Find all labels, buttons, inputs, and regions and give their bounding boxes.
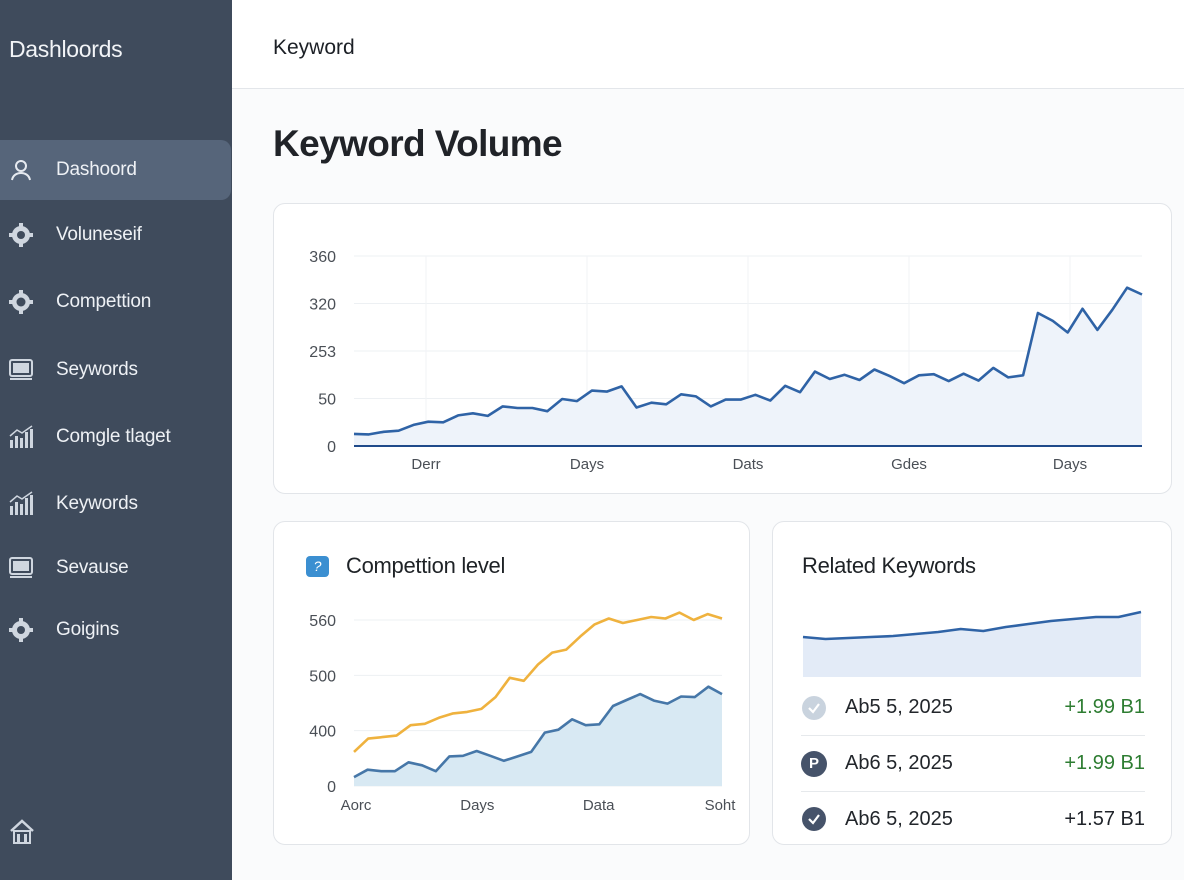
related-keywords-card: Related Keywords Ab5 5, 2025 +1.99 B1 P …: [772, 521, 1172, 845]
sidebar-item-label: Compettion: [56, 291, 152, 312]
keyword-change: +1.99 B1: [1064, 696, 1145, 718]
home-icon[interactable]: [8, 818, 36, 846]
series-line: [353, 611, 723, 753]
series-line: [353, 286, 1143, 436]
y-tick-label: 0: [327, 439, 336, 456]
series-area: [803, 612, 1141, 677]
sidebar-item-label: Dashoord: [56, 159, 137, 180]
user-icon: [8, 157, 34, 183]
top-bar: Keyword: [232, 0, 1184, 89]
x-tick-label: Data: [583, 797, 615, 814]
bar-chart-icon: [8, 424, 34, 450]
sidebar-item-goigins[interactable]: Goigins: [0, 600, 231, 660]
gear-icon: [8, 617, 34, 643]
competition-level-card: ? Compettion level 0 400 500 560 Aorc Days Dat…: [273, 521, 750, 845]
sidebar-item-label: Voluneseif: [56, 224, 142, 245]
competition-title: Compettion level: [346, 553, 506, 578]
keyword-volume-card: 0 50 253 320 360 Derr Days Dats Gdes Days: [273, 203, 1172, 494]
x-tick-label: Derr: [411, 456, 440, 473]
series-area: [354, 686, 722, 786]
check-icon: [801, 806, 827, 832]
related-keywords-sparkline: [802, 610, 1142, 677]
sidebar-item-volume[interactable]: Voluneseif: [0, 205, 231, 265]
sidebar: Dashloords Dashoord Voluneseif Compettio…: [0, 0, 232, 880]
keyword-change: +1.57 B1: [1064, 807, 1145, 830]
header-title: Keyword: [273, 36, 355, 59]
y-tick-label: 360: [309, 249, 336, 266]
y-tick-label: 0: [327, 779, 336, 796]
y-tick-label: 253: [309, 344, 336, 361]
x-tick-label: Days: [1053, 456, 1087, 473]
sidebar-item-label: Keywords: [56, 493, 138, 514]
sidebar-item-sevause[interactable]: Sevause: [0, 538, 231, 598]
keyword-date: Ab6 5, 2025: [845, 807, 953, 830]
sidebar-item-competition[interactable]: Compettion: [0, 272, 231, 332]
list-item[interactable]: Ab5 5, 2025 +1.99 B1: [801, 680, 1145, 736]
x-tick-label: Aorc: [341, 797, 372, 814]
keyword-date: Ab5 5, 2025: [845, 696, 953, 718]
y-tick-label: 500: [309, 668, 336, 685]
gear-icon: [8, 289, 34, 315]
p-badge-icon: P: [801, 750, 827, 777]
sidebar-item-keywords[interactable]: Keywords: [0, 474, 231, 534]
keyword-date: Ab6 5, 2025: [845, 752, 953, 774]
y-tick-label: 560: [309, 613, 336, 630]
list-item[interactable]: P Ab6 5, 2025 +1.99 B1: [801, 736, 1145, 792]
keyword-volume-chart: 0 50 253 320 360 Derr Days Dats Gdes Days: [309, 249, 1143, 473]
x-tick-label: Dats: [733, 456, 764, 473]
x-tick-label: Gdes: [891, 456, 927, 473]
info-icon: ?: [306, 556, 329, 577]
y-tick-label: 400: [309, 724, 336, 741]
sidebar-item-label: Sevause: [56, 557, 129, 578]
x-tick-label: Days: [460, 797, 494, 814]
keyword-change: +1.99 B1: [1064, 752, 1145, 774]
x-tick-label: Soht: [705, 797, 737, 814]
gear-icon: [8, 222, 34, 248]
sidebar-item-dashboard[interactable]: Dashoord: [0, 140, 231, 200]
monitor-icon: [8, 357, 34, 383]
bar-chart-icon: [8, 491, 34, 517]
series-area: [354, 287, 1142, 446]
x-tick-label: Days: [570, 456, 604, 473]
sidebar-item-label: Seywords: [56, 359, 138, 380]
related-keywords-title: Related Keywords: [802, 553, 976, 578]
sidebar-item-seywords[interactable]: Seywords: [0, 340, 231, 400]
competition-chart: 0 400 500 560 Aorc Days Data Soht: [309, 611, 737, 814]
y-tick-label: 320: [309, 297, 336, 314]
monitor-icon: [8, 555, 34, 581]
list-item[interactable]: Ab6 5, 2025 +1.57 B1: [801, 791, 1145, 847]
series-line: [802, 610, 1142, 641]
sidebar-item-label: Comgle tlaget: [56, 426, 171, 447]
y-tick-label: 50: [318, 392, 336, 409]
sidebar-item-label: Goigins: [56, 619, 120, 640]
check-icon: [801, 695, 827, 721]
page-title: Keyword Volume: [273, 123, 563, 164]
brand-title: Dashloords: [9, 36, 123, 62]
series-line: [353, 685, 723, 779]
sidebar-item-comgle-tlaget[interactable]: Comgle tlaget: [0, 407, 231, 467]
